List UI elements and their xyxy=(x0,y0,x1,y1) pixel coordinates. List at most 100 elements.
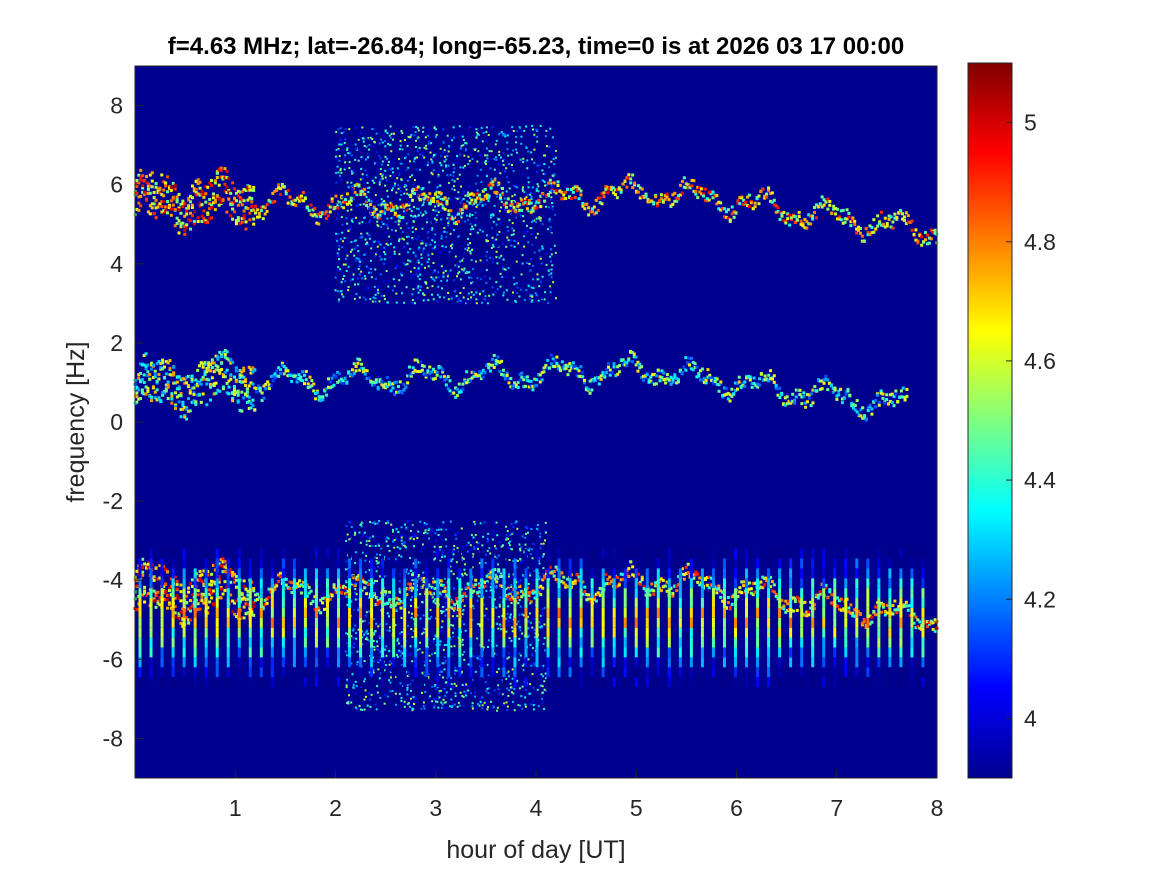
trace-cell xyxy=(778,211,782,215)
trace-cell xyxy=(385,376,389,380)
echo-cell xyxy=(534,292,537,295)
trace-cell xyxy=(448,389,452,393)
echo-cell xyxy=(463,190,466,193)
trace-cell xyxy=(305,583,309,587)
echo-cell xyxy=(387,595,390,598)
echo-cell xyxy=(462,269,465,272)
echo-cell xyxy=(337,266,340,269)
echo-cell xyxy=(513,200,516,203)
trace-cell xyxy=(225,368,229,372)
echo-cell xyxy=(460,144,463,147)
trace-cell xyxy=(301,199,305,203)
trace-cell xyxy=(508,592,512,596)
echo-cell xyxy=(398,632,401,635)
trace-cell xyxy=(860,234,864,238)
echo-cell xyxy=(436,686,439,689)
echo-cell xyxy=(337,147,340,150)
echo-cell xyxy=(525,224,528,227)
echo-cell xyxy=(368,640,371,643)
echo-cell xyxy=(549,291,552,294)
echo-cell xyxy=(547,130,550,133)
echo-cell xyxy=(421,543,424,546)
trace-cell xyxy=(903,396,907,400)
trace-cell xyxy=(402,382,406,386)
echo-cell xyxy=(352,646,355,649)
trace-cell xyxy=(791,399,795,403)
echo-cell xyxy=(494,143,497,146)
trace-cell xyxy=(211,192,215,196)
trace-cell xyxy=(738,590,742,594)
trace-cell xyxy=(150,202,154,206)
trace-cell xyxy=(833,386,837,390)
trace-cell xyxy=(248,196,252,200)
trace-cell xyxy=(428,192,432,196)
trace-cell xyxy=(857,225,861,229)
echo-cell xyxy=(442,151,445,154)
trace-cell xyxy=(397,602,401,606)
trace-cell xyxy=(832,207,836,211)
trace-cell xyxy=(557,364,561,368)
trace-cell xyxy=(347,370,351,374)
echo-cell xyxy=(486,540,489,543)
echo-cell xyxy=(452,163,455,166)
echo-cell xyxy=(338,143,341,146)
trace-cell xyxy=(621,572,625,576)
trace-cell xyxy=(814,203,818,207)
trace-cell xyxy=(219,200,223,204)
trace-cell xyxy=(786,602,790,606)
echo-cell xyxy=(536,140,539,143)
trace-cell xyxy=(207,363,211,367)
echo-cell xyxy=(454,296,457,299)
echo-cell xyxy=(387,226,390,229)
echo-cell xyxy=(368,221,371,224)
echo-cell xyxy=(351,248,354,251)
echo-cell xyxy=(506,298,509,301)
trace-cell xyxy=(175,593,179,597)
trace-cell xyxy=(175,200,179,204)
trace-cell xyxy=(466,378,470,382)
echo-cell xyxy=(458,148,461,151)
trace-cell xyxy=(192,400,196,404)
echo-cell xyxy=(440,154,443,157)
trace-cell xyxy=(476,374,480,378)
trace-cell xyxy=(198,204,202,208)
trace-cell xyxy=(431,377,435,381)
trace-cell xyxy=(472,374,476,378)
trace-cell xyxy=(736,199,740,203)
trace-cell xyxy=(730,595,734,599)
echo-cell xyxy=(425,144,428,147)
trace-cell xyxy=(216,388,220,392)
trace-cell xyxy=(889,225,893,229)
trace-cell xyxy=(545,194,549,198)
trace-cell xyxy=(229,373,233,377)
trace-cell xyxy=(458,209,462,213)
trace-cell xyxy=(146,363,150,367)
trace-cell xyxy=(357,577,361,581)
trace-cell xyxy=(604,572,608,576)
trace-cell xyxy=(514,385,518,389)
trace-cell xyxy=(208,588,212,592)
echo-cell xyxy=(544,291,547,294)
echo-cell xyxy=(403,219,406,222)
echo-cell xyxy=(543,154,546,157)
trace-cell xyxy=(571,186,575,190)
trace-cell xyxy=(696,185,700,189)
echo-cell xyxy=(504,132,507,135)
echo-cell xyxy=(489,167,492,170)
echo-cell xyxy=(502,266,505,269)
echo-cell xyxy=(453,290,456,293)
echo-cell xyxy=(472,227,475,230)
trace-cell xyxy=(885,221,889,225)
trace-cell xyxy=(508,597,512,601)
trace-cell xyxy=(767,379,771,383)
trace-cell xyxy=(185,209,189,213)
echo-cell xyxy=(338,248,341,251)
trace-cell xyxy=(774,592,778,596)
echo-cell xyxy=(387,285,390,288)
echo-cell xyxy=(363,253,366,256)
trace-cell xyxy=(209,369,213,373)
trace-cell xyxy=(824,200,828,204)
trace-cell xyxy=(217,574,221,578)
echo-cell xyxy=(478,202,481,205)
trace-cell xyxy=(248,185,252,189)
